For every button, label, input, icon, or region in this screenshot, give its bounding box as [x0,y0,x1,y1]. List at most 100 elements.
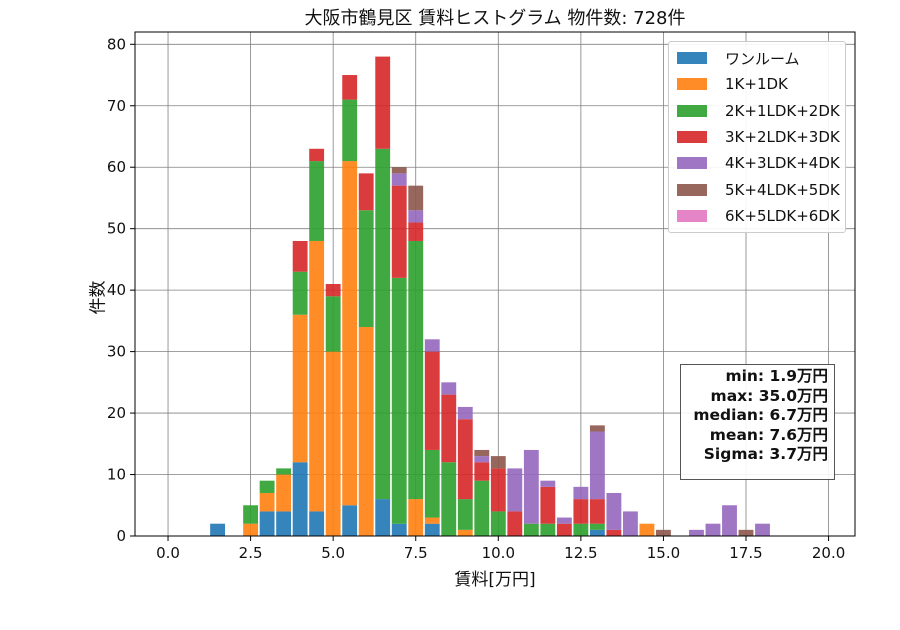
stats-box: min: 1.9万円 max: 35.0万円 median: 6.7万円 mea… [680,364,835,480]
legend-label: 1K+1DK [725,75,788,94]
bar-segment [391,277,407,524]
y-tick-label: 50 [107,220,126,238]
bar-segment [408,210,424,223]
legend-item: 2K+1LDK+2DK [677,101,840,121]
stat-mean: mean: 7.6万円 [709,425,828,444]
bar-segment [375,499,391,536]
x-tick-label: 2.5 [239,544,263,562]
bar-segment [259,511,275,536]
bar-segment [325,351,341,536]
bar-segment [292,462,308,536]
legend-label: 2K+1LDK+2DK [725,101,840,120]
bar-segment [424,351,440,450]
bar-segment [589,499,605,524]
bar-segment [243,505,259,524]
bar-segment [408,185,424,211]
bar-segment [573,499,589,524]
bar-segment [540,523,556,536]
bar-segment [325,284,341,297]
bar-segment [424,449,440,518]
bar-segment [457,529,473,536]
bar-segment [342,161,358,506]
bar-segment [441,382,457,395]
legend-swatch [677,130,707,143]
bar-segment [589,431,605,500]
bar-segment [292,314,308,463]
bar-segment [375,56,391,149]
stat-min: min: 1.9万円 [725,367,828,385]
bar-segment [457,406,473,420]
y-tick-label: 10 [107,466,126,484]
y-tick-label: 40 [107,281,126,299]
legend-item: 6K+5LDK+6DK [677,206,840,226]
bar-segment [540,486,556,524]
legend-item: 1K+1DK [677,74,788,94]
bar-segment [309,161,325,241]
bar-segment [474,462,490,481]
y-axis-label: 件数 [88,280,109,315]
stat-median: median: 6.7万円 [693,406,828,424]
bar-segment [523,523,539,536]
x-tick-label: 7.5 [404,544,428,562]
bar-segment [490,511,506,536]
legend-item: 3K+2LDK+3DK [677,127,840,147]
bar-segment [573,523,589,536]
x-tick-label: 20.0 [812,544,845,562]
bar-segment [639,523,655,536]
bar-segment [375,148,391,500]
legend-item: ワンルーム [677,48,800,68]
bar-segment [474,456,490,463]
bar-segment [606,529,622,536]
bar-segment [276,474,292,512]
bar-segment [606,492,622,530]
x-tick-label: 12.5 [564,544,597,562]
bar-segment [441,394,457,463]
bar-segment [309,240,325,512]
bar-segment [424,339,440,352]
legend-label: ワンルーム [725,49,800,68]
bar-segment [276,511,292,536]
legend-swatch [677,209,707,222]
y-tick-label: 60 [107,158,126,176]
legend-swatch [677,104,707,117]
bar-segment [342,505,358,536]
legend-swatch [677,183,707,196]
axis-ticks: 0.0 2.5 5.0 7.5 10.0 12.5 15.0 17.5 20.0 0 10 20 30 4… [107,35,845,562]
bar-segment [292,240,308,272]
y-tick-label: 0 [116,527,126,545]
bar-segment [276,468,292,475]
bar-segment [309,148,325,162]
bar-segment [722,505,737,536]
bar-segment [689,529,704,536]
bar-segment [589,529,605,536]
bar-segment [391,523,407,536]
y-tick-label: 70 [107,97,126,115]
bar-segment [738,529,754,536]
legend-label: 6K+5LDK+6DK [725,206,840,225]
legend-label: 5K+4LDK+5DK [725,180,840,199]
bar-segment [243,523,259,536]
x-tick-label: 17.5 [729,544,762,562]
bar-segment [358,327,374,536]
bar-segment [391,167,407,174]
bar-segment [622,511,638,536]
bars [210,56,770,536]
chart-title: 大阪市鶴見区 賃料ヒストグラム 物件数: 728件 [304,8,686,29]
bar-segment [424,517,440,524]
bar-segment [474,480,490,536]
x-axis-label: 賃料[万円] [454,570,536,590]
bar-segment [507,468,523,512]
legend-swatch [677,78,707,91]
bar-segment [507,511,523,536]
bar-segment [342,75,358,100]
stat-sigma: Sigma: 3.7万円 [703,445,828,463]
bar-segment [259,480,275,493]
bar-segment [656,529,671,536]
bar-segment [490,468,506,512]
bar-segment [391,173,407,186]
bar-segment [457,499,473,530]
y-tick-label: 30 [107,343,126,361]
plot-frame [134,31,856,537]
legend-item: 4K+3LDK+4DK [677,153,840,173]
